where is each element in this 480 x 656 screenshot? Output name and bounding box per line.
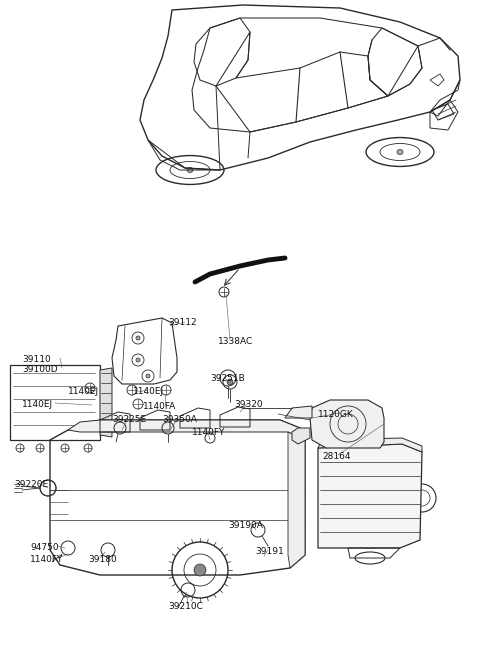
Polygon shape xyxy=(285,406,312,418)
Text: 1140EJ: 1140EJ xyxy=(22,400,53,409)
Text: 39110
39100D: 39110 39100D xyxy=(22,355,58,375)
Text: 28164: 28164 xyxy=(322,452,350,461)
Ellipse shape xyxy=(187,167,193,173)
Text: 39210C: 39210C xyxy=(168,602,203,611)
Text: 1140FA: 1140FA xyxy=(143,402,176,411)
Circle shape xyxy=(136,336,140,340)
Circle shape xyxy=(227,379,233,385)
Text: 1338AC: 1338AC xyxy=(218,337,253,346)
Ellipse shape xyxy=(397,150,403,155)
Polygon shape xyxy=(318,444,422,548)
Polygon shape xyxy=(292,428,310,444)
Text: 1140FY: 1140FY xyxy=(192,428,226,437)
Polygon shape xyxy=(288,432,305,568)
Text: 39180: 39180 xyxy=(88,555,117,564)
Polygon shape xyxy=(100,368,112,437)
Polygon shape xyxy=(318,438,422,452)
Text: 1120GK: 1120GK xyxy=(318,410,354,419)
Text: 39191: 39191 xyxy=(255,547,284,556)
Text: 39350A: 39350A xyxy=(162,415,197,424)
Text: 39112: 39112 xyxy=(168,318,197,327)
Text: 39251B: 39251B xyxy=(210,374,245,383)
Text: 1140FY: 1140FY xyxy=(30,555,63,564)
Text: 39220E: 39220E xyxy=(14,480,48,489)
Text: 1140EJ: 1140EJ xyxy=(68,387,99,396)
Text: 39225E: 39225E xyxy=(112,415,146,424)
Circle shape xyxy=(194,564,206,576)
Circle shape xyxy=(146,374,150,378)
Text: 39190A: 39190A xyxy=(228,521,263,530)
Text: 39320: 39320 xyxy=(234,400,263,409)
Text: 1140EJ: 1140EJ xyxy=(133,387,164,396)
Circle shape xyxy=(136,358,140,362)
Polygon shape xyxy=(68,420,305,440)
Polygon shape xyxy=(310,400,384,448)
Text: 94750: 94750 xyxy=(30,543,59,552)
